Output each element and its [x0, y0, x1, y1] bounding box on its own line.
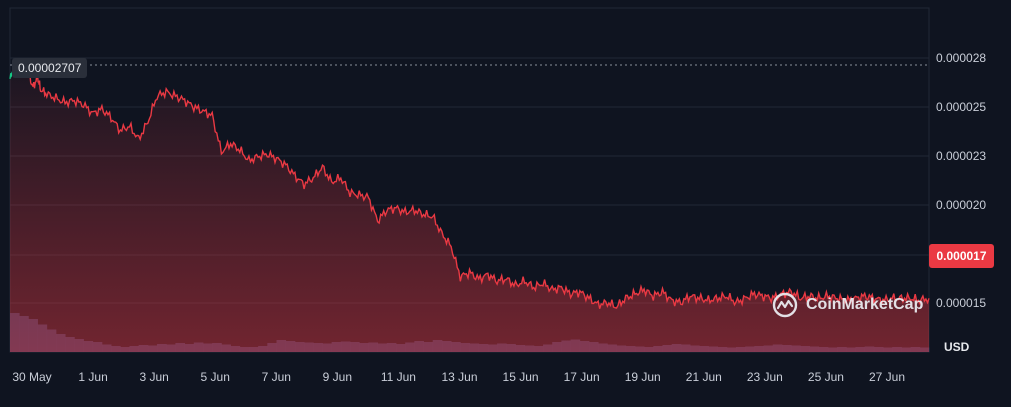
x-tick-label: 21 Jun — [686, 370, 722, 384]
x-tick-label: 9 Jun — [323, 370, 352, 384]
price-line-down — [27, 70, 930, 309]
x-tick-label: 3 Jun — [139, 370, 168, 384]
x-tick-label: 11 Jun — [381, 370, 416, 384]
watermark: CoinMarketCap — [772, 292, 923, 318]
y-tick-label: 0.000028 — [936, 51, 986, 65]
reference-price-label: 0.00002707 — [12, 58, 88, 78]
coinmarketcap-logo-icon — [772, 292, 798, 318]
y-tick-label: 0.000023 — [936, 149, 986, 163]
x-tick-label: 17 Jun — [564, 370, 600, 384]
currency-label: USD — [944, 340, 970, 354]
watermark-text: CoinMarketCap — [806, 296, 924, 313]
x-tick-label: 15 Jun — [503, 370, 539, 384]
x-tick-label: 23 Jun — [747, 370, 783, 384]
x-tick-label: 19 Jun — [625, 370, 661, 384]
x-tick-label: 30 May — [12, 370, 51, 384]
price-area — [10, 59, 929, 352]
y-tick-label: 0.000025 — [936, 100, 986, 114]
x-tick-label: 7 Jun — [262, 370, 291, 384]
x-tick-label: 27 Jun — [869, 370, 905, 384]
x-tick-label: 5 Jun — [201, 370, 230, 384]
current-price-badge: 0.000017 — [929, 244, 994, 268]
x-tick-label: 13 Jun — [441, 370, 477, 384]
y-tick-label: 0.000020 — [936, 198, 986, 212]
y-tick-label: 0.000015 — [936, 296, 986, 310]
x-tick-label: 25 Jun — [808, 370, 844, 384]
x-tick-label: 1 Jun — [78, 370, 107, 384]
